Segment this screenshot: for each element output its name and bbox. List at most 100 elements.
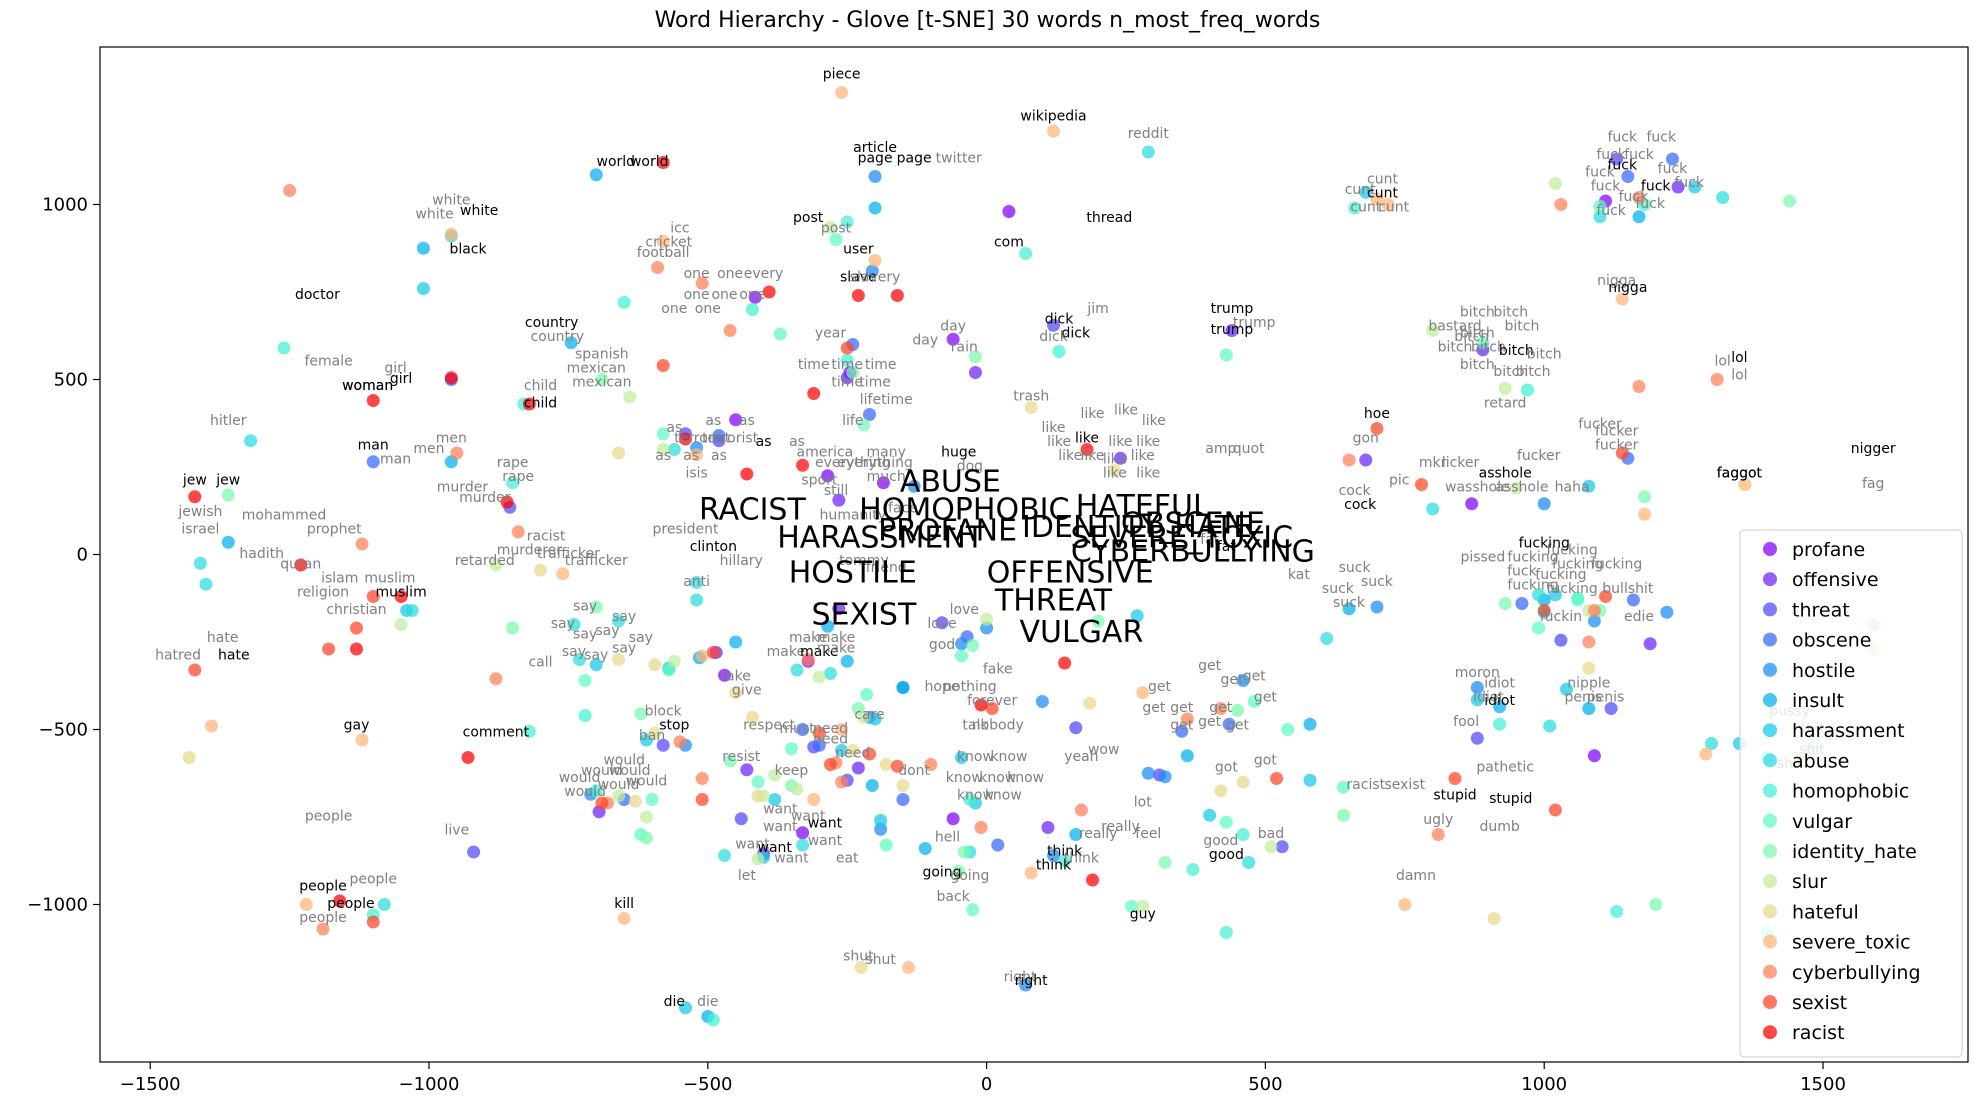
data-point-insult-make bbox=[840, 654, 854, 668]
word-label: fuck bbox=[1624, 147, 1654, 163]
word-label: get bbox=[1226, 718, 1250, 734]
data-point-racist-muslim bbox=[394, 590, 408, 603]
word-label: hate bbox=[218, 648, 250, 664]
word-label: muslim bbox=[364, 571, 415, 587]
data-point-sexist-fuckin bbox=[1537, 604, 1551, 617]
data-point-profane-going bbox=[946, 812, 960, 826]
data-point-racist-hate bbox=[350, 642, 364, 656]
data-point-severe_toxic-cunt bbox=[1370, 192, 1384, 206]
word-label: get bbox=[1209, 700, 1233, 716]
data-point-insult-hillary bbox=[729, 635, 743, 649]
data-point-vulgar-back bbox=[966, 903, 980, 917]
word-label: want bbox=[808, 833, 843, 849]
data-point-profane-day bbox=[946, 332, 960, 346]
word-label: time bbox=[831, 375, 863, 391]
legend-marker-obscene bbox=[1763, 632, 1777, 647]
word-label: forever bbox=[967, 693, 1017, 709]
word-label: trash bbox=[1013, 389, 1049, 405]
word-label: sexist bbox=[1384, 777, 1425, 793]
word-label: girl bbox=[384, 361, 406, 377]
data-point-offensive-gon bbox=[1359, 453, 1373, 467]
data-point-hostile-love bbox=[955, 637, 969, 651]
word-label: many bbox=[867, 445, 906, 461]
legend-frame bbox=[1739, 529, 1963, 1058]
data-point-homophobic-post bbox=[840, 215, 854, 229]
word-label: dumb bbox=[1479, 819, 1519, 835]
data-point-harassment-forever bbox=[955, 751, 969, 764]
data-point-hostile-much bbox=[907, 479, 921, 493]
word-label: nigga bbox=[1597, 273, 1636, 289]
word-label: bitch bbox=[1493, 364, 1528, 380]
word-label: terrorist bbox=[674, 431, 731, 447]
data-point-vulgar-stupid bbox=[1336, 780, 1350, 794]
word-label: hell bbox=[935, 830, 960, 846]
data-point-slur-care bbox=[857, 710, 871, 724]
data-point-obscene-keep bbox=[812, 738, 826, 752]
data-point-identity_hate-resist bbox=[723, 754, 737, 768]
word-label: bastard bbox=[1428, 319, 1481, 335]
data-point-homophobic-cunt bbox=[1348, 201, 1362, 215]
word-label: fuck bbox=[1607, 158, 1637, 174]
word-label: fuck bbox=[1619, 189, 1649, 205]
data-point-cyberbullying-mohammed bbox=[511, 525, 525, 539]
word-label: say bbox=[551, 616, 575, 632]
word-label: know bbox=[957, 749, 994, 765]
data-point-sexist-fucking bbox=[1599, 590, 1613, 603]
data-point-vulgar-get bbox=[1281, 723, 1295, 736]
word-label: kill bbox=[614, 896, 634, 912]
data-point-abuse-need bbox=[823, 667, 837, 680]
class-label-threat: THREAT bbox=[994, 584, 1113, 619]
word-label: must bbox=[779, 721, 815, 737]
word-label: keep bbox=[775, 763, 809, 779]
word-label: guy bbox=[1130, 907, 1156, 923]
word-label: penis bbox=[1587, 690, 1625, 706]
word-label: retarded bbox=[455, 553, 515, 569]
data-point-cyberbullying-prophet bbox=[355, 537, 369, 551]
word-label: rape bbox=[497, 455, 529, 471]
word-label: nobody bbox=[972, 718, 1024, 734]
data-point-vulgar-love bbox=[955, 649, 969, 663]
data-point-homophobic-think bbox=[1058, 854, 1072, 868]
data-point-abuse-hadith bbox=[199, 577, 213, 591]
data-point-abuse-people bbox=[377, 898, 391, 911]
data-point-sexist-would bbox=[595, 796, 609, 810]
data-point-slur-say bbox=[667, 654, 681, 668]
legend-label-hostile: hostile bbox=[1792, 660, 1855, 682]
data-point-offensive-like bbox=[1113, 451, 1127, 465]
word-label: want bbox=[735, 837, 770, 853]
word-label: day bbox=[940, 319, 966, 335]
word-label: would bbox=[581, 763, 623, 779]
word-label: face bbox=[888, 501, 918, 517]
data-point-abuse-terrorist bbox=[667, 443, 681, 456]
word-label: page bbox=[858, 151, 893, 167]
data-point-threat-block bbox=[656, 738, 670, 752]
word-label: god bbox=[929, 637, 955, 653]
word-label: man bbox=[358, 438, 389, 454]
word-label: people bbox=[327, 896, 374, 912]
data-point-abuse-christian bbox=[405, 604, 419, 617]
data-point-harassment-tommy bbox=[868, 712, 882, 726]
data-point-cyberbullying-stop bbox=[673, 735, 687, 749]
data-point-abuse-suck bbox=[1320, 632, 1334, 645]
word-label: as bbox=[705, 413, 721, 429]
word-label: like bbox=[1042, 420, 1066, 436]
word-label: right bbox=[1015, 973, 1048, 989]
data-point-racist-world bbox=[656, 156, 670, 169]
data-point-threat-love bbox=[935, 616, 949, 630]
word-label: dog bbox=[957, 459, 983, 475]
data-point-slur-want bbox=[751, 852, 765, 866]
legend-marker-harassment bbox=[1763, 723, 1777, 738]
data-point-racist-clinton bbox=[740, 467, 754, 481]
word-label: white bbox=[415, 207, 453, 223]
word-label: hope bbox=[925, 679, 960, 695]
data-point-identity_hate-fucking bbox=[1638, 490, 1652, 504]
data-point-severe_toxic-get bbox=[1136, 686, 1150, 700]
word-label: live bbox=[445, 823, 470, 839]
data-point-identity_hate-hell bbox=[952, 864, 966, 878]
word-label: girl bbox=[390, 371, 412, 387]
data-point-severe_toxic-say bbox=[695, 649, 709, 663]
word-label: icc bbox=[670, 221, 689, 237]
word-label: asshole bbox=[1479, 466, 1532, 482]
data-point-abuse-idiot bbox=[1543, 719, 1557, 733]
